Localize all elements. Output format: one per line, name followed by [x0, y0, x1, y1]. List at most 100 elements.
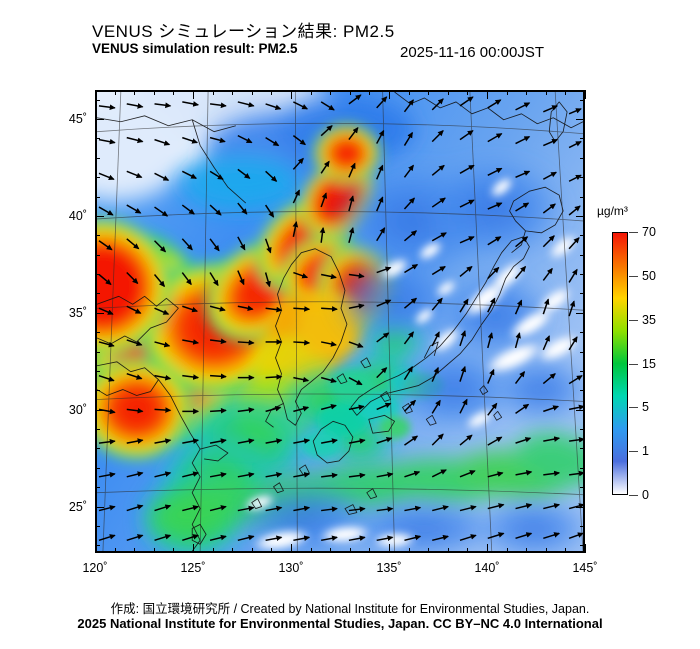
lat-tick-right [580, 390, 585, 392]
lat-tick-right [576, 312, 585, 314]
lon-tick-top [526, 90, 528, 95]
colorbar-tick [629, 275, 638, 277]
lon-tick-top [408, 90, 410, 95]
lat-tick-right [580, 196, 585, 198]
lat-tick-right [580, 545, 585, 547]
lon-tick-bottom [193, 544, 194, 553]
lon-tick-bottom [251, 548, 253, 553]
lat-tick-left [95, 254, 100, 256]
lat-tick-right [576, 119, 585, 121]
colorbar-tick [629, 407, 638, 409]
lat-tick-left [95, 429, 100, 431]
lon-tick-bottom [173, 548, 175, 553]
lat-tick-right [580, 254, 585, 256]
page-title-japanese: VENUS シミュレーション結果: PM2.5 [92, 22, 395, 41]
lon-tick-bottom [232, 548, 234, 553]
lat-tick-right [580, 448, 585, 450]
lat-axis-label: 35˚ [68, 305, 87, 320]
lat-tick-right [580, 332, 585, 334]
lat-tick-left [95, 467, 100, 469]
credit-line: 作成: 国立環境研究所 / Created by National Instit… [110, 602, 590, 616]
lon-tick-top [114, 90, 116, 95]
lon-tick-top [310, 90, 312, 95]
lat-tick-left [95, 370, 100, 372]
lat-tick-right [580, 429, 585, 431]
lat-tick-right [580, 487, 585, 489]
lon-tick-top [330, 90, 332, 95]
lon-tick-bottom [565, 548, 567, 553]
lat-tick-left [95, 487, 100, 489]
lat-tick-left [95, 99, 100, 101]
lat-tick-left [95, 312, 104, 314]
colorbar-tick-label: 15 [642, 356, 656, 371]
lat-tick-left [95, 235, 100, 237]
lat-tick-left [95, 390, 100, 392]
lon-tick-top [232, 90, 234, 95]
lat-tick-right [576, 506, 585, 508]
colorbar-tick [629, 363, 638, 365]
pm25-map-plot[interactable] [95, 90, 585, 553]
lat-tick-right [580, 177, 585, 179]
lat-tick-right [580, 235, 585, 237]
lat-tick-right [580, 157, 585, 159]
lon-tick-bottom [330, 548, 332, 553]
lon-tick-bottom [428, 548, 430, 553]
lon-tick-top [193, 90, 194, 99]
lat-tick-right [580, 525, 585, 527]
lat-tick-right [580, 370, 585, 372]
lat-tick-right [580, 99, 585, 101]
lat-tick-right [580, 293, 585, 295]
lon-tick-top [212, 90, 214, 95]
lat-axis-label: 40˚ [68, 208, 87, 223]
colorbar-tick-label: 5 [642, 400, 649, 415]
license-line: 2025 National Institute for Environmenta… [0, 616, 700, 631]
pm25-colorbar[interactable] [612, 232, 628, 495]
lon-tick-top [95, 90, 96, 99]
lon-tick-bottom [114, 548, 116, 553]
lon-tick-bottom [349, 548, 351, 553]
lon-tick-bottom [487, 544, 488, 553]
colorbar-unit-label: µg/m³ [597, 204, 628, 218]
lon-tick-top [565, 90, 567, 95]
lat-tick-left [95, 293, 100, 295]
pm25-concentration-field [97, 92, 583, 551]
lat-tick-left [95, 157, 100, 159]
lon-axis-label: 135˚ [376, 561, 402, 575]
lat-tick-right [576, 215, 585, 217]
lon-tick-bottom [95, 544, 96, 553]
lon-tick-top [428, 90, 430, 95]
lat-tick-left [95, 525, 100, 527]
lon-tick-top [447, 90, 449, 95]
colorbar-tick [629, 232, 638, 233]
lat-tick-right [580, 351, 585, 353]
lat-tick-left [95, 351, 100, 353]
colorbar-gradient [613, 233, 627, 494]
colorbar-tick-label: 0 [642, 488, 649, 502]
lat-tick-left [95, 332, 100, 334]
lat-axis-label: 30˚ [68, 402, 87, 417]
lon-tick-bottom [467, 548, 469, 553]
lon-tick-bottom [153, 548, 155, 553]
colorbar-tick-label: 1 [642, 444, 649, 459]
lon-tick-bottom [271, 548, 273, 553]
lon-axis-label: 130˚ [278, 561, 304, 575]
valid-datetime-label: 2025-11-16 00:00JST [400, 44, 544, 61]
colorbar-tick [629, 319, 638, 321]
lon-tick-top [349, 90, 351, 95]
lon-tick-top [153, 90, 155, 95]
lat-tick-left [95, 196, 100, 198]
lat-tick-left [95, 274, 100, 276]
lon-tick-top [467, 90, 469, 95]
lon-tick-bottom [447, 548, 449, 553]
lon-tick-bottom [389, 544, 390, 553]
lon-tick-bottom [369, 548, 371, 553]
page-title-english: VENUS simulation result: PM2.5 [92, 41, 298, 56]
lat-tick-right [580, 467, 585, 469]
lat-tick-right [580, 274, 585, 276]
lon-tick-top [173, 90, 175, 95]
colorbar-tick [629, 495, 638, 496]
lat-tick-left [95, 448, 100, 450]
lon-tick-top [291, 90, 292, 99]
lon-axis-label: 145˚ [572, 561, 598, 575]
lat-tick-left [95, 506, 104, 508]
